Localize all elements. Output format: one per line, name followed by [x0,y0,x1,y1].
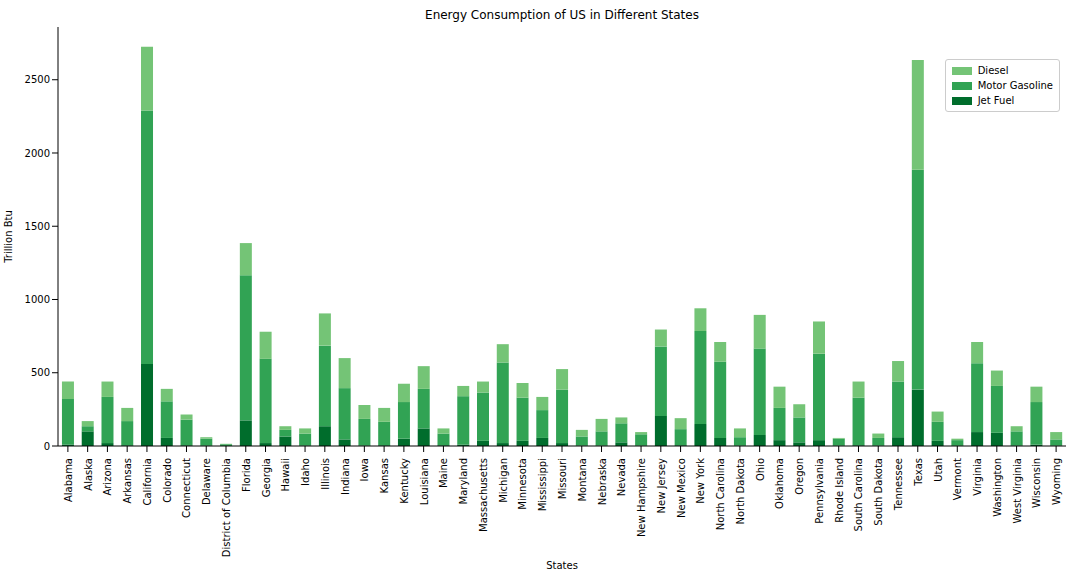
svg-text:Oklahoma: Oklahoma [774,458,785,509]
svg-text:Virginia: Virginia [972,458,983,496]
html-text:Motor Gasoline: Motor Gasoline [977,80,1053,91]
svg-text:Kentucky: Kentucky [399,458,410,504]
svg-text:District of Columbia: District of Columbia [221,458,232,557]
svg-text:Minnesota: Minnesota [517,458,528,510]
html-text:Energy Consumption of US in Di: Energy Consumption of US in Different St… [425,8,699,22]
svg-text:States: States [546,560,578,571]
svg-text:1500: 1500 [25,221,50,232]
svg-text:New York: New York [695,458,706,504]
svg-text:1000: 1000 [25,294,50,305]
svg-text:Wyoming: Wyoming [1051,458,1062,505]
svg-text:New Mexico: New Mexico [676,458,687,518]
svg-text:Trillion Btu: Trillion Btu [8,210,14,264]
svg-text:Colorado: Colorado [162,458,173,503]
svg-text:Oregon: Oregon [794,458,805,495]
svg-text:0: 0 [44,441,50,452]
svg-text:West Virginia: West Virginia [1012,458,1023,523]
svg-text:California: California [142,458,153,506]
svg-text:Georgia: Georgia [261,458,272,497]
svg-text:Vermont: Vermont [952,458,963,500]
svg-text:Massachusetts: Massachusetts [478,458,489,532]
svg-text:Kansas: Kansas [379,458,390,493]
svg-text:South Dakota: South Dakota [873,458,884,526]
svg-text:Tennessee: Tennessee [893,458,904,511]
svg-text:Connecticut: Connecticut [181,458,192,518]
svg-text:Rhode Island: Rhode Island [834,458,845,523]
svg-text:Washington: Washington [992,458,1003,517]
html-text:Diesel: Diesel [977,65,1009,76]
svg-text:North Carolina: North Carolina [715,458,726,530]
svg-text:Michigan: Michigan [498,458,509,503]
svg-text:Maryland: Maryland [458,458,469,504]
svg-text:Idaho: Idaho [300,458,311,486]
svg-text:Missouri: Missouri [557,458,568,499]
svg-text:Utah: Utah [933,458,944,482]
svg-text:Maine: Maine [438,458,449,488]
svg-text:Hawaii: Hawaii [280,458,291,492]
svg-text:North Dakota: North Dakota [735,458,746,525]
svg-text:South Carolina: South Carolina [853,458,864,531]
svg-text:Delaware: Delaware [201,458,212,505]
svg-text:Arizona: Arizona [102,458,113,496]
svg-text:Illinois: Illinois [320,458,331,490]
svg-text:Florida: Florida [241,458,252,492]
svg-text:New Jersey: New Jersey [656,458,667,514]
svg-text:Pennsylvania: Pennsylvania [814,458,825,524]
svg-text:Montana: Montana [577,458,588,502]
svg-text:Iowa: Iowa [359,458,370,481]
svg-text:500: 500 [31,367,50,378]
svg-text:Texas: Texas [913,458,924,487]
html-text:Jet Fuel: Jet Fuel [977,95,1015,106]
svg-text:Alabama: Alabama [63,458,74,502]
svg-text:Nevada: Nevada [616,458,627,496]
svg-text:Louisiana: Louisiana [419,458,430,505]
svg-text:Mississippi: Mississippi [537,458,548,511]
svg-text:Wisconsin: Wisconsin [1031,458,1042,508]
svg-text:2000: 2000 [25,148,50,159]
svg-text:Nebraska: Nebraska [597,458,608,505]
svg-text:Alaska: Alaska [83,458,94,491]
svg-text:2500: 2500 [25,74,50,85]
svg-text:New Hampshire: New Hampshire [636,458,647,537]
svg-text:Ohio: Ohio [755,458,766,481]
svg-text:Arkansas: Arkansas [122,458,133,504]
svg-text:Indiana: Indiana [340,458,351,495]
